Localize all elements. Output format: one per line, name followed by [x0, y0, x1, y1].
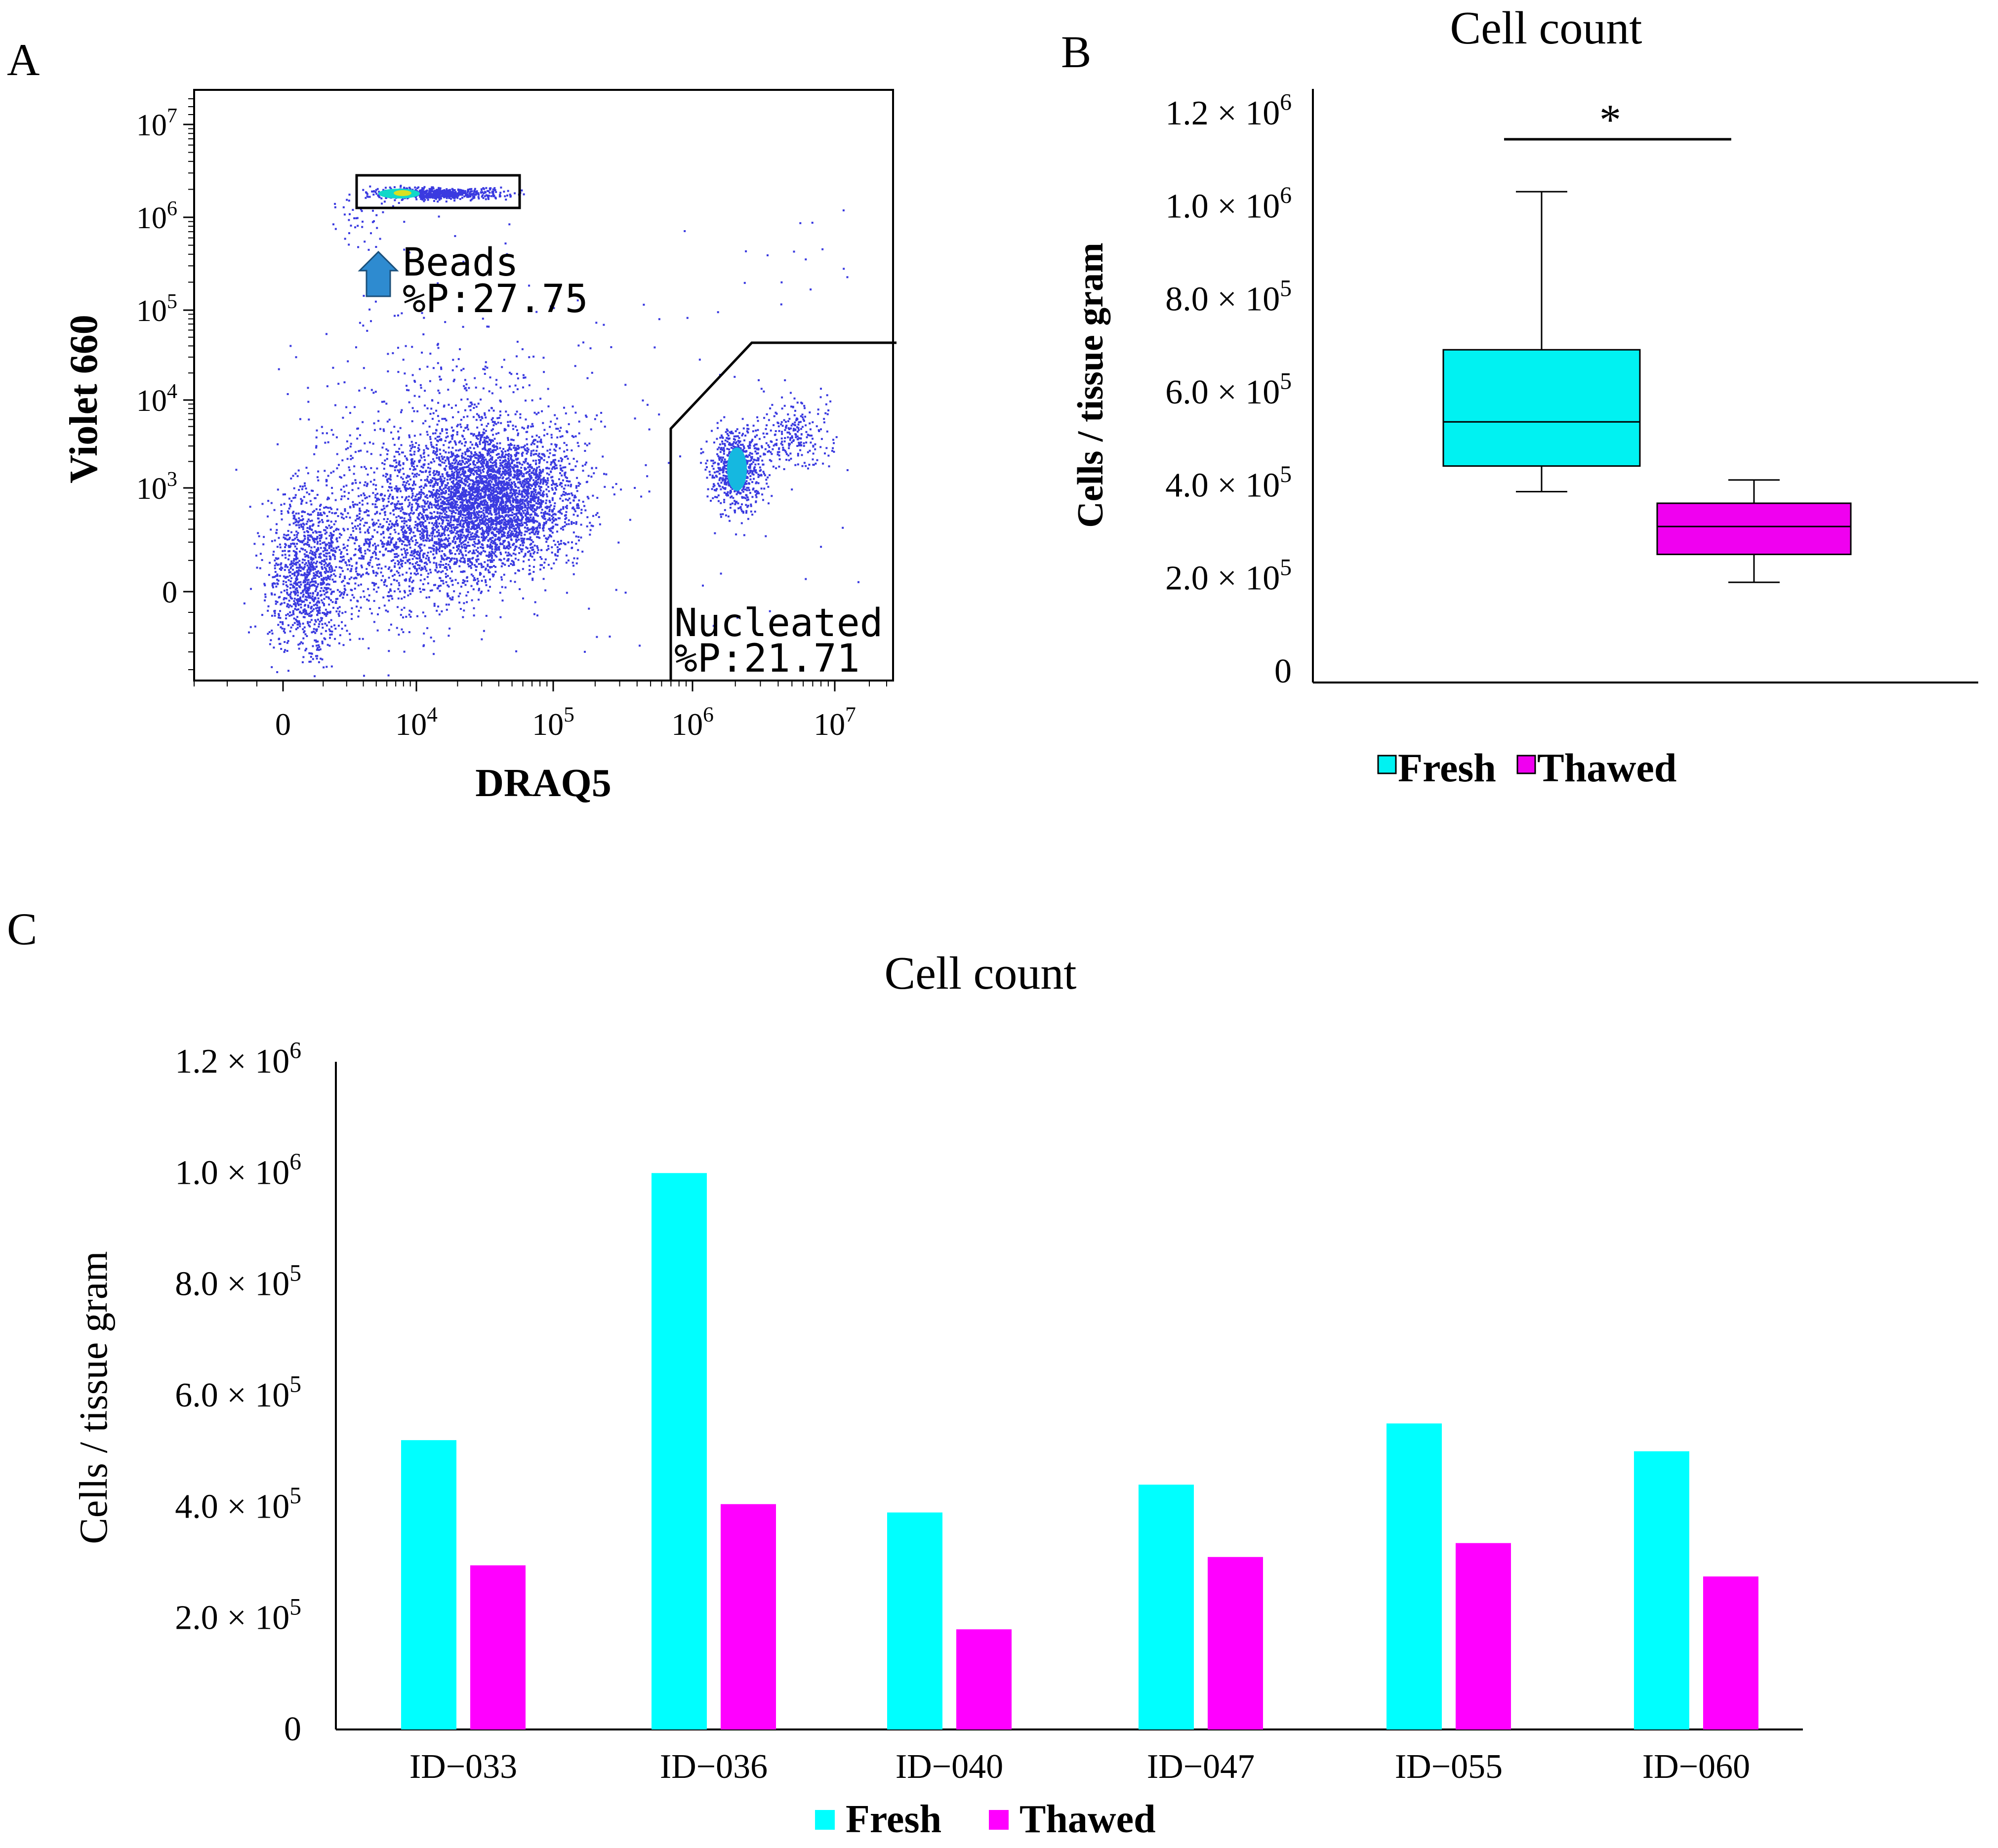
nucleated-gate-percent: %P:21.71 — [674, 637, 860, 681]
panel-c-x-tick-label: ID−060 — [1642, 1748, 1750, 1786]
beads-arrow-icon — [358, 250, 399, 297]
panel-label-a: A — [7, 35, 40, 85]
panel-a-x-tick-label: 106 — [671, 703, 714, 742]
panel-a-x-tick-label: 107 — [814, 703, 856, 742]
panel-b-legend-thawed-swatch — [1516, 755, 1536, 774]
fresh-box — [1442, 349, 1641, 467]
panel-a-event-dots — [235, 185, 859, 678]
bar-fresh — [1634, 1451, 1689, 1729]
panel-b-boxes — [1442, 191, 1852, 583]
panel-c-bars — [401, 1173, 1758, 1729]
panel-b-y-tick-label: 4.0 × 105 — [1165, 462, 1292, 504]
bar-fresh — [401, 1440, 456, 1729]
panel-b-legend-fresh-swatch — [1377, 755, 1397, 774]
panel-a-x-tick-label: 105 — [532, 703, 574, 742]
panel-c-x-tick-label: ID−055 — [1395, 1748, 1503, 1786]
panel-c-legend-thawed-swatch — [989, 1810, 1009, 1830]
panel-a-x-tick-label: 0 — [275, 707, 291, 742]
panel-a-flow-plot: 0 103 104 105 106 107 0 104 105 106 107 Beads %P:… — [62, 89, 897, 805]
panel-b-y-ticks: 0 2.0 × 105 4.0 × 105 6.0 × 105 8.0 × 105 1.0… — [1165, 90, 1292, 690]
nucleated-gate-label: Nucleated — [674, 601, 883, 645]
panel-c-y-tick-label: 1.0 × 106 — [175, 1149, 301, 1192]
beads-density-peak — [394, 190, 411, 196]
panel-a-plot-frame — [193, 89, 894, 682]
nucleated-gate — [669, 341, 897, 681]
panel-a-y-axis-label: Violet 660 — [62, 315, 106, 483]
panel-a-y-tick-label: 103 — [136, 468, 177, 506]
bar-fresh — [887, 1512, 942, 1729]
bar-thawed — [1208, 1557, 1263, 1729]
panel-a-y-tick-label: 106 — [136, 197, 177, 235]
beads-gate — [355, 174, 521, 209]
panel-a-y-tick-label: 0 — [162, 576, 177, 609]
panel-b-legend-fresh-label: Fresh — [1398, 745, 1496, 790]
panel-b-legend: Fresh Thawed — [1377, 745, 1677, 790]
panel-a-y-tick-label: 107 — [136, 104, 177, 142]
panel-c-x-tick-labels: ID−033 ID−036 ID−040 ID−047 ID−055 ID−060 — [409, 1748, 1750, 1786]
panel-c-y-tick-label: 4.0 × 105 — [175, 1483, 301, 1526]
panel-c-legend-fresh-swatch — [815, 1810, 835, 1830]
bar-thawed — [956, 1629, 1012, 1729]
panel-c-y-ticks: 0 2.0 × 105 4.0 × 105 6.0 × 105 8.0 × 105 1.0… — [175, 1038, 301, 1748]
panel-a-y-ticks: 0 103 104 105 106 107 — [136, 98, 194, 670]
panel-b-y-tick-label: 1.0 × 106 — [1165, 183, 1292, 225]
panel-b-y-tick-label: 1.2 × 106 — [1165, 90, 1292, 132]
panel-c-y-tick-label: 1.2 × 106 — [175, 1038, 301, 1081]
panel-b-y-tick-label: 6.0 × 105 — [1165, 369, 1292, 411]
bar-thawed — [1456, 1543, 1511, 1729]
nucleated-density-core — [727, 447, 747, 491]
panel-c-x-tick-label: ID−033 — [409, 1748, 517, 1786]
bar-fresh — [1386, 1423, 1442, 1729]
panel-c-x-tick-label: ID−047 — [1147, 1748, 1255, 1786]
panel-a-x-tick-label: 104 — [395, 703, 438, 742]
significance-marker: * — [1599, 96, 1621, 144]
panel-c-y-tick-label: 6.0 × 105 — [175, 1372, 301, 1414]
panel-c-y-axis-label: Cells / tissue gram — [72, 1251, 116, 1544]
bar-thawed — [1703, 1576, 1758, 1729]
bar-thawed — [721, 1504, 776, 1729]
panel-b-title: Cell count — [1450, 2, 1642, 54]
beads-gate-percent: %P:27.75 — [403, 277, 588, 321]
panel-b-y-axis-label: Cells / tissue gram — [1070, 242, 1111, 528]
panel-a-x-ticks: 0 104 105 106 107 — [194, 681, 887, 742]
panel-c-y-tick-label: 2.0 × 105 — [175, 1594, 301, 1637]
bar-fresh — [652, 1173, 707, 1729]
panel-c-x-tick-label: ID−036 — [660, 1748, 768, 1786]
bar-fresh — [1139, 1485, 1194, 1729]
panel-c-title: Cell count — [885, 948, 1077, 999]
panel-b-legend-thawed-label: Thawed — [1537, 745, 1677, 790]
panel-a-events — [235, 185, 859, 678]
panel-c-y-tick-label: 0 — [284, 1710, 301, 1748]
panel-c-bar-chart: Cell count 0 2.0 × 105 4.0 × 105 6.0 × 105 8… — [72, 948, 1803, 1841]
bar-thawed — [470, 1565, 526, 1729]
panel-label-b: B — [1061, 27, 1091, 77]
panel-label-c: C — [7, 904, 37, 954]
panel-c-y-tick-label: 8.0 × 105 — [175, 1260, 301, 1303]
panel-b-box-plot: Cell count 0 2.0 × 105 4.0 × 105 6.0 × 105 8… — [1070, 2, 1978, 790]
panel-b-y-tick-label: 2.0 × 105 — [1165, 555, 1292, 597]
panel-b-y-tick-label: 0 — [1274, 652, 1292, 690]
thawed-box — [1656, 502, 1852, 556]
panel-c-legend: Fresh Thawed — [815, 1798, 1156, 1841]
panel-a-y-tick-label: 105 — [136, 290, 177, 328]
panel-c-x-tick-label: ID−040 — [896, 1748, 1003, 1786]
beads-gate-label: Beads — [403, 241, 519, 285]
panel-c-legend-fresh-label: Fresh — [846, 1798, 941, 1841]
panel-a-x-axis-label: DRAQ5 — [475, 762, 612, 805]
panel-c-legend-thawed-label: Thawed — [1019, 1798, 1156, 1841]
panel-a-y-tick-label: 104 — [136, 380, 177, 418]
panel-b-y-tick-label: 8.0 × 105 — [1165, 276, 1292, 318]
